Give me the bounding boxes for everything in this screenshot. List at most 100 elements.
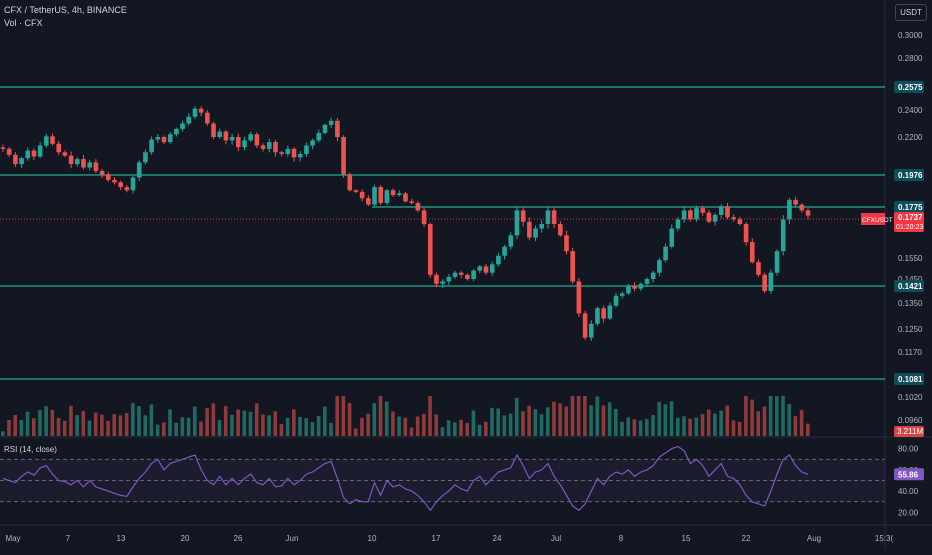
candle-body [248,134,253,141]
rsi-indicator-label[interactable]: RSI (14, close) [4,445,57,454]
candle-body [638,283,644,289]
volume-bar [762,406,767,436]
currency-button[interactable]: USDT [895,4,927,21]
volume-bar [422,413,426,436]
candle-body [582,313,588,338]
candle-body [446,276,452,282]
volume-bar [360,417,364,436]
candle-body [217,131,223,137]
volume-bar [638,420,643,436]
volume-bar [230,414,234,436]
candle-body [508,235,514,247]
price-tick-label: 0.0960 [898,416,923,425]
level-price-label: 0.1775 [898,203,923,212]
candle-body [31,150,37,157]
candle-body [558,224,563,236]
current-symbol-badge [861,213,885,225]
candle-body [706,212,712,222]
volume-bar [781,396,785,436]
volume-bar [533,409,538,436]
candle-body [403,193,408,202]
candle-body [471,270,476,279]
candle-body [737,219,743,224]
volume-bar [552,401,556,436]
level-price-label: 0.2575 [898,83,923,92]
candle-body [743,224,749,243]
current-symbol-label: CFXUSDT [862,217,893,224]
candle-body [143,152,148,163]
time-axis-label: 10 [368,534,377,543]
candle-body [328,120,334,125]
volume-bar [731,420,736,436]
volume-bar [254,403,259,436]
candle-body [712,214,718,222]
volume-bar [62,420,67,436]
time-axis-label: Aug [807,534,821,543]
candle-body [87,162,92,168]
volume-bar [675,417,680,436]
candle-body [359,191,365,199]
candle-body [353,190,359,192]
volume-bar [750,399,754,436]
candle-body [6,148,12,155]
time-axis-label: 13 [117,534,126,543]
candle-body [161,137,167,143]
candle-body [588,323,594,338]
volume-bar [93,412,98,436]
volume-bar [651,415,655,436]
candle-body [155,137,161,140]
volume-bar [793,416,798,436]
volume-bar [527,405,531,436]
candle-body [415,203,421,211]
volume-bar [168,409,172,436]
volume-bar [744,396,748,436]
time-axis-label: 24 [493,534,502,543]
candle-body [273,142,278,153]
volume-bar [347,403,352,436]
volume-bar [632,419,637,436]
price-axis: 0.3000 0.2800 0.2400 0.2200 0.1550 0.1450 0.13… [898,31,923,425]
volume-bar [304,418,309,436]
volume-bar [465,422,470,436]
volume-bar [87,420,92,436]
time-axis-label: 15:3( [875,534,894,543]
volume-bar [700,414,705,436]
volume-bar [378,396,383,436]
volume-bar [298,417,302,436]
candle-body [570,251,575,282]
volume-bar [211,403,216,436]
volume-badge-label: 3.211M [897,427,923,436]
candle-body [595,308,600,324]
volume-bar [56,417,61,436]
volume-bar [688,418,692,436]
candle-body [465,274,470,279]
volume-bar [217,420,222,436]
volume-indicator-label[interactable]: Vol · CFX [4,18,43,28]
volume-bar [384,401,389,436]
level-price-badge [894,169,924,181]
candle-body [774,251,780,273]
candle-body [13,154,18,165]
volume-bar [223,406,228,436]
candle-body [198,108,204,113]
time-axis: May 7 13 20 26 Jun 10 17 24 Jul 8 15 22 Aug 15:3( [5,534,893,543]
volume-bar [446,420,451,436]
candle-body [780,219,786,252]
volume-bar [645,418,649,436]
support-resistance-levels: 0.2575 0.1976 0.1775 0.1421 0.1081 [0,81,924,385]
volume-bar [719,410,723,436]
candle-body [440,281,445,284]
volume-bar [514,397,519,436]
volume-bar [440,427,445,436]
volume-bar [261,414,265,436]
volume-bar [372,403,377,436]
candle-body [619,293,625,296]
candle-body [81,159,86,168]
candle-body [514,210,520,236]
candle-body [62,152,68,156]
candle-body [397,193,402,196]
time-axis-label: Jul [551,534,561,543]
candle-body [452,272,458,277]
